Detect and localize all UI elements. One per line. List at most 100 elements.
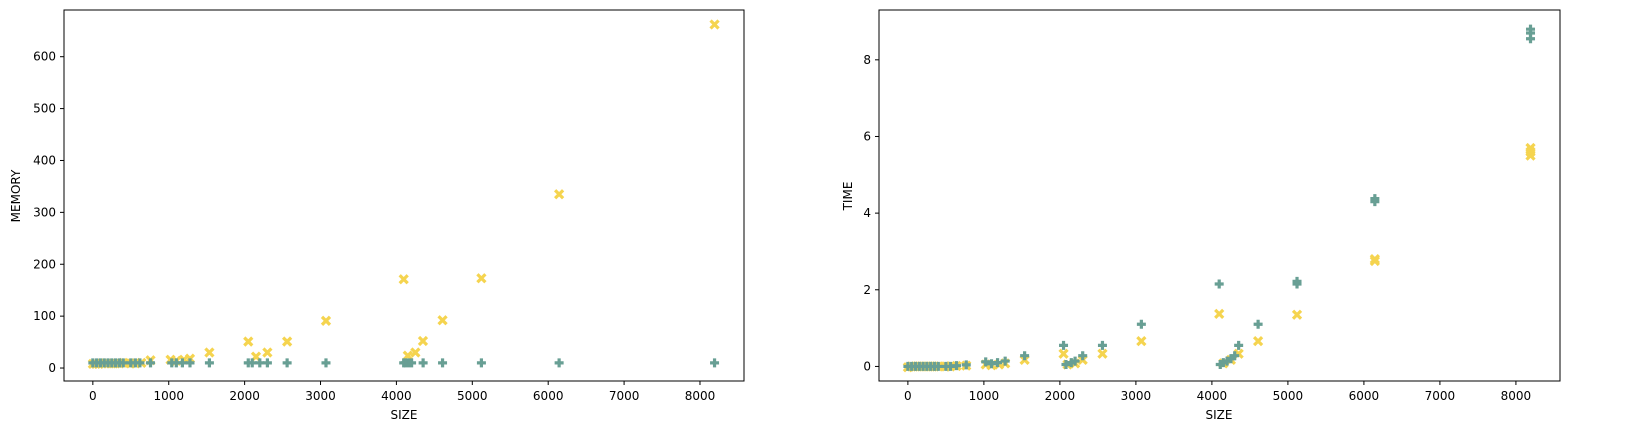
memory-chart-point [398, 274, 409, 285]
time-chart-point [945, 361, 955, 371]
memory-chart-point [126, 358, 136, 368]
memory-chart-point [177, 358, 187, 368]
time-chart-point [1252, 336, 1264, 347]
time-chart-point [1526, 24, 1536, 34]
memory-chart-point [167, 358, 177, 368]
time-chart-point [1525, 142, 1536, 154]
time-chart-point [1234, 340, 1244, 350]
time-chart: SIZE TIME 0 1000 2000 3000 4000 5000 6000 7000 8… [841, 9, 1561, 422]
time-chart-xlabel: SIZE [1206, 408, 1233, 422]
time-chart-point [1230, 351, 1240, 361]
time-chart-ytick-label: 2 [863, 283, 871, 297]
time-chart-point [1370, 194, 1380, 204]
memory-chart-point [247, 358, 257, 368]
memory-chart-series-2 [88, 358, 720, 368]
memory-chart-point [321, 358, 331, 368]
memory-chart-point [118, 358, 128, 368]
memory-chart-xtick-label: 2000 [229, 389, 260, 403]
time-chart-ytick-label: 6 [863, 129, 871, 143]
time-chart-point [1214, 279, 1224, 289]
time-chart-point [1253, 319, 1263, 329]
time-chart-point [1526, 34, 1536, 44]
time-chart-point [941, 361, 951, 371]
time-chart-point [1000, 356, 1010, 366]
time-chart-xtick-label: 1000 [969, 389, 1000, 403]
memory-chart-xtick-label: 5000 [457, 389, 488, 403]
time-chart-xtick-label: 8000 [1501, 389, 1532, 403]
memory-chart-point [185, 358, 195, 368]
memory-chart-point [437, 315, 448, 326]
time-chart-series-1 [902, 142, 1536, 373]
memory-chart-xtick-label: 6000 [533, 389, 564, 403]
memory-chart-ytick-label: 200 [33, 257, 56, 271]
time-chart-xtick-label: 3000 [1121, 389, 1152, 403]
memory-chart-point [709, 19, 720, 30]
memory-chart-point [130, 358, 140, 368]
memory-chart-point [438, 358, 448, 368]
time-chart-xtick-label: 0 [904, 389, 912, 403]
memory-chart-xtick-label: 7000 [609, 389, 640, 403]
time-chart-point [1214, 308, 1225, 320]
memory-chart-point [407, 358, 417, 368]
memory-chart-point [417, 335, 429, 347]
time-chart-ytick-label: 0 [863, 359, 871, 373]
time-chart-ylabel: TIME [841, 182, 855, 212]
time-chart-ytick-label: 4 [863, 206, 871, 220]
time-chart-xtick-label: 2000 [1045, 389, 1076, 403]
memory-chart-point [243, 336, 254, 347]
memory-chart-point [262, 347, 273, 358]
time-chart-point [1059, 340, 1069, 350]
memory-chart-ytick-label: 100 [33, 309, 56, 323]
time-chart-point [1136, 319, 1146, 329]
memory-chart-point [146, 358, 156, 368]
memory-chart-point [554, 358, 564, 368]
memory-chart-xtick-label: 8000 [685, 389, 716, 403]
memory-chart-ytick-label: 0 [48, 361, 56, 375]
time-chart-point [952, 361, 962, 371]
memory-chart-point [135, 358, 145, 368]
time-chart-point [1020, 351, 1030, 361]
memory-chart-xtick-label: 1000 [153, 389, 184, 403]
time-chart-point [961, 360, 971, 370]
time-chart-point [986, 359, 996, 369]
memory-chart-ytick-label: 300 [33, 205, 56, 219]
time-chart-point [1097, 340, 1107, 350]
memory-chart-point [281, 336, 293, 347]
time-chart-point [1222, 356, 1232, 366]
memory-chart-xtick-label: 3000 [305, 389, 336, 403]
time-chart-point [993, 358, 1003, 368]
memory-chart-ytick-label: 600 [33, 50, 56, 64]
memory-chart-ytick-label: 500 [33, 102, 56, 116]
time-chart-xtick-label: 6000 [1349, 389, 1380, 403]
time-chart-point [1078, 351, 1088, 361]
memory-chart-point [402, 350, 413, 361]
memory-chart-point [476, 358, 486, 368]
time-chart-axes-frame [878, 9, 1561, 382]
time-chart-point [1097, 348, 1108, 359]
memory-chart-point [171, 358, 181, 368]
time-chart-xtick-label: 7000 [1425, 389, 1456, 403]
memory-chart-axes-frame [63, 9, 745, 382]
time-chart-series-2 [903, 24, 1536, 371]
time-chart-point [981, 357, 991, 367]
memory-chart-point [553, 189, 565, 200]
time-chart-point [1292, 276, 1302, 286]
time-chart-point [1226, 354, 1236, 364]
memory-chart-point [204, 347, 215, 358]
time-chart-point [1369, 253, 1380, 265]
memory-chart-point [204, 358, 214, 368]
memory-chart-point [410, 347, 421, 358]
memory-chart-point [262, 358, 272, 368]
time-chart-point [1136, 336, 1147, 347]
memory-chart-point [710, 358, 720, 368]
memory-chart-ytick-label: 400 [33, 153, 56, 167]
memory-chart-point [320, 315, 332, 326]
time-chart-point [1291, 309, 1303, 320]
time-chart-point [1061, 360, 1071, 370]
memory-chart-point [418, 358, 428, 368]
memory-chart-xtick-label: 0 [89, 389, 97, 403]
memory-chart-point [476, 273, 487, 284]
time-chart-ytick-label: 8 [863, 53, 871, 67]
time-chart-point [933, 361, 943, 371]
